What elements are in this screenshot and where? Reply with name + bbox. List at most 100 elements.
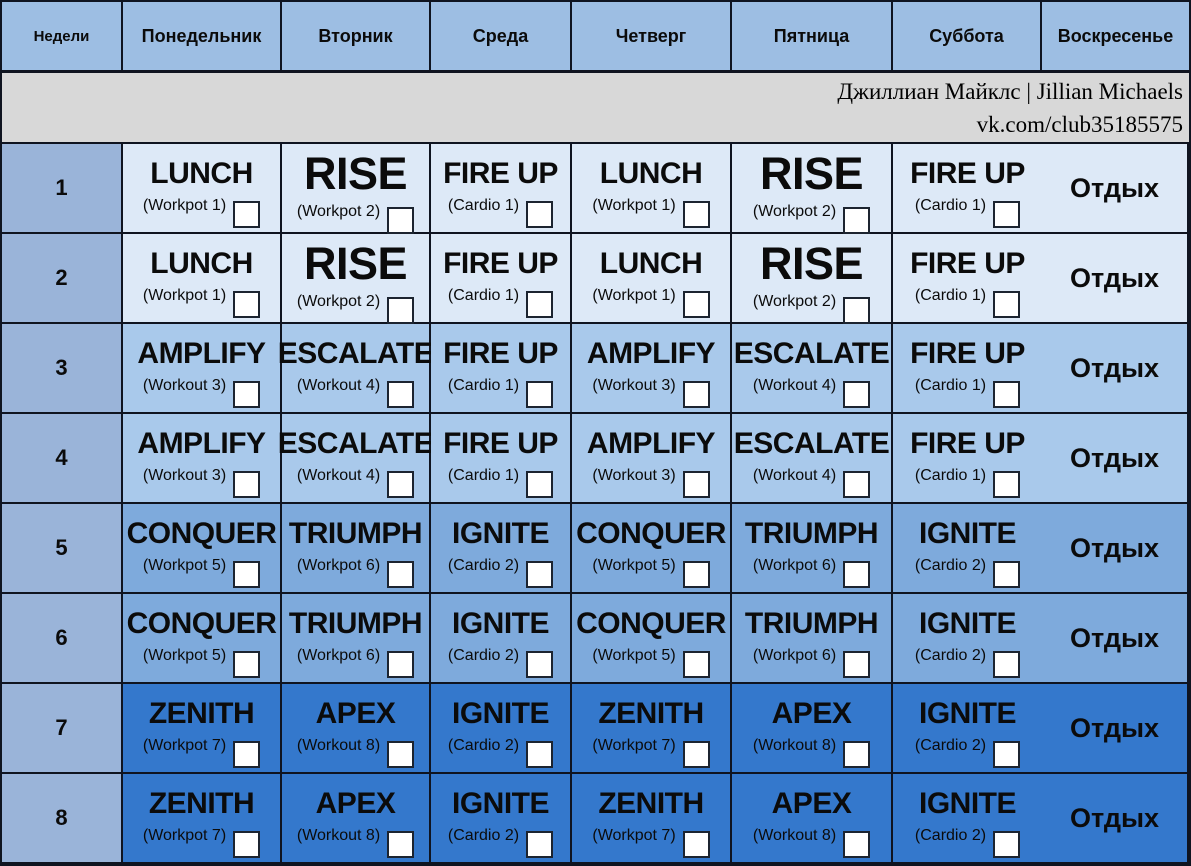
workout-checkbox[interactable] <box>682 380 710 408</box>
workout-cell: RISE (Workpot 2) <box>282 234 431 324</box>
week-number-cell: 8 <box>2 774 123 864</box>
workout-checkbox[interactable] <box>682 560 710 588</box>
workout-subtitle: (Workout 8) <box>296 827 381 844</box>
workout-checkbox[interactable] <box>682 740 710 768</box>
workout-checkbox[interactable] <box>682 830 710 858</box>
workout-checkbox[interactable] <box>387 470 415 498</box>
workout-checkbox[interactable] <box>993 830 1021 858</box>
workout-checkbox[interactable] <box>993 740 1021 768</box>
workout-checkbox[interactable] <box>233 560 261 588</box>
workout-subtitle: (Workout 4) <box>296 467 381 484</box>
workout-checkbox[interactable] <box>843 380 871 408</box>
workout-title: AMPLIFY <box>137 336 266 370</box>
workout-subrow: (Cardio 1) <box>915 193 1021 228</box>
workout-cell: TRIUMPH (Workpot 6) <box>732 504 893 594</box>
workout-subrow: (Workpot 7) <box>592 823 710 858</box>
workout-checkbox[interactable] <box>843 560 871 588</box>
workout-checkbox[interactable] <box>387 560 415 588</box>
workout-cell: RISE (Workpot 2) <box>732 234 893 324</box>
rest-label: Отдых <box>1069 622 1160 653</box>
workout-subtitle: (Cardio 2) <box>447 557 520 574</box>
workout-checkbox[interactable] <box>233 470 261 498</box>
workout-subrow: (Workpot 7) <box>143 823 261 858</box>
workout-checkbox[interactable] <box>526 200 554 228</box>
workout-checkbox[interactable] <box>993 650 1021 678</box>
workout-subrow: (Workpot 6) <box>752 643 871 678</box>
workout-checkbox[interactable] <box>526 470 554 498</box>
workout-subtitle: (Cardio 1) <box>447 377 520 394</box>
workout-subrow: (Workout 8) <box>752 823 871 858</box>
workout-cell: AMPLIFY (Workout 3) <box>123 414 282 504</box>
workout-checkbox[interactable] <box>233 380 261 408</box>
header-cell-sunday: Воскресенье <box>1042 2 1189 73</box>
workout-checkbox[interactable] <box>387 830 415 858</box>
workout-checkbox[interactable] <box>993 200 1021 228</box>
workout-subrow: (Cardio 1) <box>447 373 554 408</box>
workout-subrow: (Cardio 2) <box>915 643 1021 678</box>
workout-cell: IGNITE (Cardio 2) <box>431 594 572 684</box>
workout-checkbox[interactable] <box>993 560 1021 588</box>
workout-title: APEX <box>771 786 852 820</box>
workout-subtitle: (Cardio 2) <box>914 737 987 754</box>
workout-checkbox[interactable] <box>993 290 1021 318</box>
workout-subtitle: (Cardio 2) <box>914 827 987 844</box>
workout-checkbox[interactable] <box>526 380 554 408</box>
week-number: 1 <box>55 175 68 200</box>
workout-cell: ESCALATE (Workout 4) <box>278 324 434 414</box>
workout-checkbox[interactable] <box>526 740 554 768</box>
workout-subtitle: (Workout 4) <box>752 377 837 394</box>
workout-checkbox[interactable] <box>387 296 415 324</box>
workout-subrow: (Workpot 2) <box>753 289 871 324</box>
workout-title: IGNITE <box>451 606 550 640</box>
header-cell-weeks: Недели <box>2 2 123 73</box>
workout-title: TRIUMPH <box>744 516 879 550</box>
workout-checkbox[interactable] <box>233 740 261 768</box>
workout-subrow: (Cardio 2) <box>448 733 554 768</box>
workout-checkbox[interactable] <box>526 830 554 858</box>
workout-title: IGNITE <box>918 606 1017 640</box>
workout-subtitle: (Workout 3) <box>592 377 676 394</box>
workout-checkbox[interactable] <box>387 380 415 408</box>
workout-checkbox[interactable] <box>233 290 261 318</box>
credit-link[interactable]: vk.com/club35185575 <box>976 111 1183 137</box>
workout-title: ZENITH <box>598 786 704 820</box>
workout-checkbox[interactable] <box>526 560 554 588</box>
workout-subrow: (Workpot 2) <box>296 199 415 234</box>
workout-subtitle: (Workout 8) <box>752 827 837 844</box>
workout-checkbox[interactable] <box>682 470 710 498</box>
workout-checkbox[interactable] <box>993 380 1021 408</box>
workout-cell: LUNCH (Workpot 1) <box>572 234 732 324</box>
workout-cell: FIRE UP (Cardio 1) <box>893 324 1042 414</box>
workout-cell: ZENITH (Workpot 7) <box>123 774 282 864</box>
workout-checkbox[interactable] <box>682 200 710 228</box>
workout-checkbox[interactable] <box>993 470 1021 498</box>
week-number-cell: 2 <box>2 234 123 324</box>
workout-checkbox[interactable] <box>387 740 415 768</box>
workout-checkbox[interactable] <box>526 650 554 678</box>
workout-cell: ESCALATE (Workout 4) <box>278 414 434 504</box>
workout-title: APEX <box>771 696 852 730</box>
workout-cell: APEX (Workout 8) <box>282 774 431 864</box>
workout-checkbox[interactable] <box>387 206 415 234</box>
workout-checkbox[interactable] <box>526 290 554 318</box>
workout-subrow: (Workout 3) <box>143 463 261 498</box>
workout-checkbox[interactable] <box>387 650 415 678</box>
workout-cell: IGNITE (Cardio 2) <box>893 594 1042 684</box>
workout-checkbox[interactable] <box>843 296 871 324</box>
workout-checkbox[interactable] <box>233 200 261 228</box>
workout-checkbox[interactable] <box>843 206 871 234</box>
workout-checkbox[interactable] <box>843 470 871 498</box>
workout-subtitle: (Workpot 2) <box>296 203 381 220</box>
workout-subtitle: (Workpot 6) <box>752 647 837 664</box>
workout-checkbox[interactable] <box>843 830 871 858</box>
workout-checkbox[interactable] <box>233 650 261 678</box>
workout-checkbox[interactable] <box>233 830 261 858</box>
workout-cell: LUNCH (Workpot 1) <box>123 234 282 324</box>
workout-checkbox[interactable] <box>682 290 710 318</box>
workout-checkbox[interactable] <box>843 740 871 768</box>
workout-subtitle: (Workpot 6) <box>752 557 837 574</box>
workout-subrow: (Cardio 1) <box>915 373 1021 408</box>
workout-checkbox[interactable] <box>682 650 710 678</box>
workout-checkbox[interactable] <box>843 650 871 678</box>
workout-title: AMPLIFY <box>586 426 716 460</box>
